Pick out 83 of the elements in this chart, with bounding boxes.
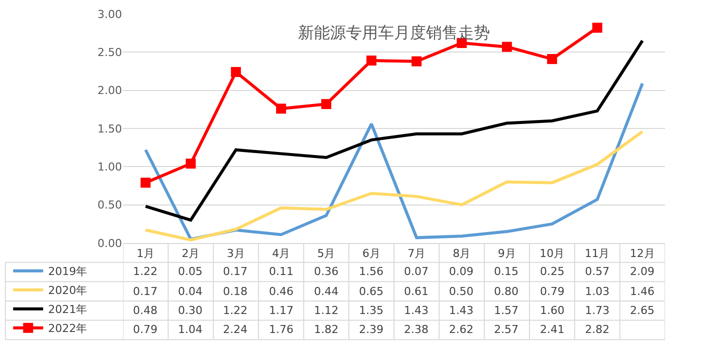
data-label: 0.18 <box>223 285 248 298</box>
data-label: 0.57 <box>585 265 610 278</box>
y-tick-label: 2.50 <box>98 46 122 60</box>
point <box>502 42 512 52</box>
point <box>276 104 286 114</box>
data-label: 0.44 <box>314 285 338 298</box>
legend-label: 2022年 <box>48 322 88 336</box>
point <box>592 22 602 33</box>
x-tick-label: 11月 <box>584 247 610 260</box>
data-label: 0.80 <box>494 285 518 298</box>
data-label: 2.62 <box>449 323 474 336</box>
point <box>366 56 376 66</box>
data-label: 0.05 <box>178 265 202 278</box>
point <box>186 158 196 169</box>
data-label: 2.41 <box>540 323 564 336</box>
data-label: 2.65 <box>630 304 654 317</box>
data-label: 0.17 <box>133 285 158 298</box>
data-label: 0.61 <box>404 285 428 298</box>
y-tick-label: 1.00 <box>98 160 122 174</box>
x-tick-label: 5月 <box>317 247 336 260</box>
data-label: 0.48 <box>133 304 158 317</box>
line-series <box>144 130 644 242</box>
x-tick-label: 7月 <box>408 247 426 260</box>
legend-label: 2020年 <box>48 284 88 298</box>
data-label: 0.79 <box>540 285 564 298</box>
x-tick-label: 9月 <box>498 247 516 260</box>
data-label: 1.17 <box>269 304 294 317</box>
data-label: 0.11 <box>269 265 294 278</box>
data-label: 0.50 <box>449 285 474 298</box>
data-label: 1.12 <box>314 304 338 317</box>
text: 新能源专用车月度销售走势 <box>298 23 490 42</box>
data-label: 2.82 <box>585 323 610 336</box>
data-label: 2.38 <box>404 323 428 336</box>
data-label: 0.65 <box>359 285 384 298</box>
data-label: 0.04 <box>178 285 202 298</box>
data-label: 1.73 <box>585 304 610 317</box>
data-label: 1.22 <box>223 304 248 317</box>
y-tick-label: 2.00 <box>98 84 122 98</box>
data-label: 0.79 <box>133 323 158 336</box>
x-tick-label: 1月 <box>136 247 155 260</box>
data-label: 1.82 <box>314 323 338 336</box>
data-label: 0.46 <box>269 285 294 298</box>
point <box>547 54 558 64</box>
data-label: 1.35 <box>359 304 384 317</box>
data-label: 1.03 <box>585 285 610 298</box>
data-label: 0.36 <box>314 265 338 278</box>
point <box>140 178 151 188</box>
y-tick-label: 0.50 <box>98 198 122 212</box>
x-tick-label: 2月 <box>182 247 200 260</box>
data-label: 1.43 <box>404 304 428 317</box>
data-label: 0.30 <box>178 304 202 317</box>
legend-label: 2021年 <box>48 303 88 316</box>
data-label: 1.60 <box>540 304 564 317</box>
data-label: 1.76 <box>269 323 294 336</box>
x-tick-label: 6月 <box>362 247 380 260</box>
x-tick-label: 4月 <box>272 247 290 260</box>
data-label: 1.43 <box>449 304 474 317</box>
data-label: 2.09 <box>630 265 654 278</box>
point <box>412 56 422 66</box>
y-tick-label: 3.00 <box>98 8 122 21</box>
data-label: 2.39 <box>359 323 384 336</box>
y-tick-label: 0.00 <box>98 236 122 250</box>
x-tick-label: 10月 <box>540 247 565 260</box>
data-label: 1.22 <box>133 265 158 278</box>
point <box>321 99 332 110</box>
legend-label: 2019年 <box>48 265 88 278</box>
data-label: 2.24 <box>223 323 248 336</box>
y-tick-label: 1.50 <box>98 122 122 136</box>
x-tick-label: 12月 <box>630 247 655 260</box>
data-label: 0.25 <box>540 265 564 278</box>
x-tick-label: 8月 <box>452 247 471 260</box>
data-label: 1.56 <box>359 265 384 278</box>
data-label: 1.04 <box>178 323 202 336</box>
data-label: 0.07 <box>404 265 428 278</box>
data-label: 1.57 <box>494 304 518 317</box>
data-label: 0.09 <box>449 265 474 278</box>
data-label: 1.46 <box>630 285 654 298</box>
x-tick-label: 3月 <box>226 247 245 260</box>
data-label: 0.15 <box>494 265 518 278</box>
point <box>230 67 241 78</box>
data-label: 2.57 <box>494 323 518 336</box>
data-label: 0.17 <box>223 265 248 278</box>
line-series <box>144 39 644 222</box>
